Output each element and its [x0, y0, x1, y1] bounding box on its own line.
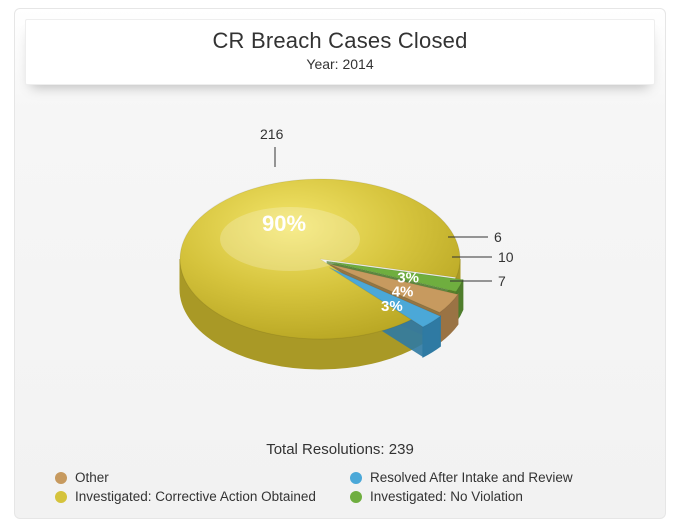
callout-count-noviolation: 6	[494, 229, 502, 245]
legend-label: Investigated: No Violation	[370, 489, 523, 504]
legend-label: Investigated: Corrective Action Obtained	[75, 489, 316, 504]
svg-text:3%: 3%	[381, 298, 403, 315]
callout-count-resolved: 7	[498, 273, 506, 289]
legend-swatch	[350, 472, 362, 484]
svg-text:90%: 90%	[262, 211, 306, 236]
legend-swatch	[55, 491, 67, 503]
header-panel: CR Breach Cases Closed Year: 2014	[25, 19, 655, 85]
legend-swatch	[55, 472, 67, 484]
chart-area: 90%3%4%3%2166107	[15, 109, 665, 446]
legend-item-other: Other	[55, 470, 330, 485]
legend-item-resolved: Resolved After Intake and Review	[350, 470, 625, 485]
callout-count-corrective: 216	[260, 126, 284, 142]
legend-label: Resolved After Intake and Review	[370, 470, 573, 485]
pie-chart: 90%3%4%3%2166107	[20, 109, 660, 409]
chart-title: CR Breach Cases Closed	[26, 28, 654, 54]
callout-count-other: 10	[498, 249, 514, 265]
chart-subtitle: Year: 2014	[26, 56, 654, 72]
legend-swatch	[350, 491, 362, 503]
legend-label: Other	[75, 470, 109, 485]
legend-item-noviolation: Investigated: No Violation	[350, 489, 625, 504]
report-card: CR Breach Cases Closed Year: 2014 90%3%4…	[14, 8, 666, 519]
total-resolutions: Total Resolutions: 239	[15, 441, 665, 458]
legend: Other Resolved After Intake and Review Inv…	[55, 470, 625, 504]
legend-item-corrective: Investigated: Corrective Action Obtained	[55, 489, 330, 504]
